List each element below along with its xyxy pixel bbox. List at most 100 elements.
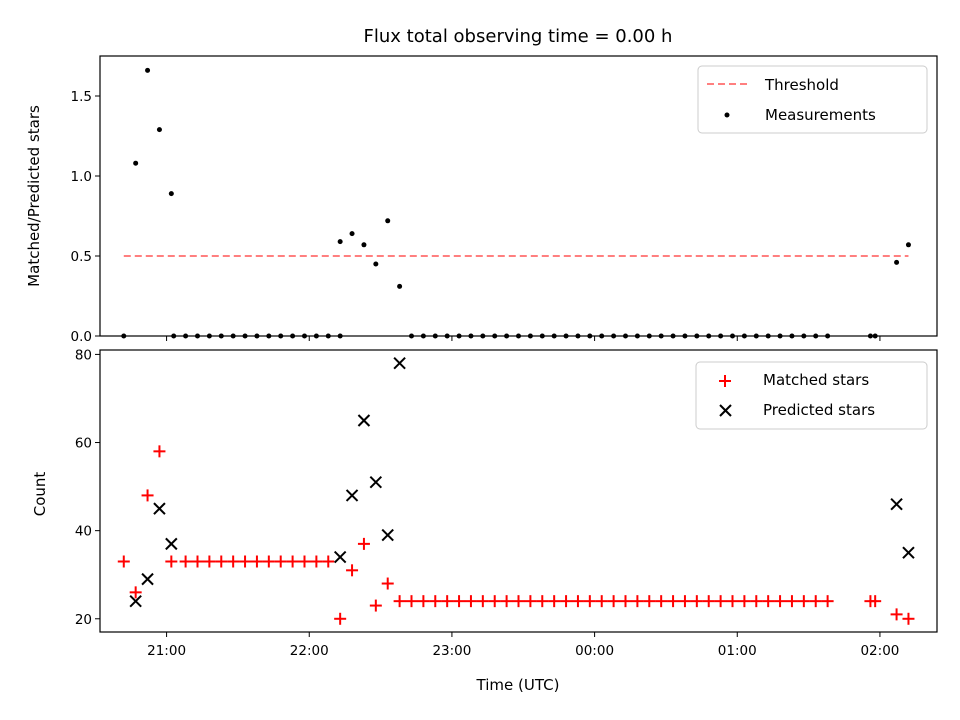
- measurement-point: [905, 242, 911, 248]
- matched-star-point: [595, 595, 608, 608]
- legend-predicted-label: Predicted stars: [763, 401, 875, 419]
- bottom-x-tick-label: 02:00: [860, 643, 899, 659]
- matched-star-point: [821, 595, 834, 608]
- legend-threshold-label: Threshold: [764, 76, 839, 94]
- predicted-star-stroke-b: [381, 528, 394, 542]
- top-panel: 0.0 0.5 1.0 1.5 Matched/Predicted stars Thr…: [25, 55, 938, 345]
- predicted-star-stroke-b: [393, 357, 406, 370]
- measurement-point: [385, 218, 391, 224]
- matched-star-point: [153, 445, 166, 458]
- measurement-point: [156, 127, 162, 133]
- matched-star-point: [809, 595, 822, 608]
- legend-measurements-swatch: [724, 112, 730, 118]
- matched-star-point: [453, 595, 466, 608]
- top-y-ticks: 0.0 0.5 1.0 1.5: [71, 89, 100, 345]
- matched-star-point: [714, 595, 727, 608]
- measurement-point: [373, 261, 379, 267]
- matched-star-point: [762, 595, 775, 608]
- top-y-tick-label: 1.5: [71, 89, 92, 105]
- matched-star-point: [334, 612, 347, 625]
- measurement-point: [337, 239, 343, 245]
- top-legend-box: [697, 65, 928, 134]
- matched-star-point: [869, 595, 882, 608]
- top-legend: Threshold Measurements: [697, 65, 928, 134]
- matched-star-point: [500, 595, 513, 608]
- top-y-tick-label: 0.0: [71, 329, 92, 345]
- matched-star-point: [797, 595, 810, 608]
- top-y-tick-label: 0.5: [71, 249, 92, 265]
- predicted-star-stroke-b: [369, 475, 383, 489]
- predicted-star-stroke-b: [345, 489, 359, 502]
- matched-star-point: [165, 555, 178, 568]
- matched-star-point: [239, 555, 252, 568]
- legend-matched-swatch: [719, 375, 731, 387]
- matched-star-point: [607, 595, 620, 608]
- matched-star-point: [215, 555, 228, 568]
- matched-star-point: [655, 595, 668, 608]
- predicted-star-stroke-b: [890, 498, 903, 511]
- bottom-y-ticks: 20 40 60 80: [75, 347, 100, 628]
- matched-star-point: [476, 595, 489, 608]
- measurement-point: [397, 283, 403, 289]
- legend-measurements-label: Measurements: [765, 106, 876, 124]
- top-axes-frame: [99, 55, 938, 337]
- matched-star-point: [441, 595, 454, 608]
- matched-star-point: [667, 595, 680, 608]
- matched-star-point: [250, 555, 263, 568]
- matched-star-point: [369, 599, 382, 612]
- bottom-y-tick-label: 40: [75, 524, 92, 540]
- predicted-star-stroke-b: [902, 546, 915, 559]
- bottom-y-axis-label: Count: [31, 472, 49, 517]
- predicted-star-point: [369, 475, 383, 489]
- matched-star-point: [429, 595, 442, 608]
- measurement-point: [894, 259, 900, 265]
- matched-star-point: [524, 595, 537, 608]
- bottom-legend-box: [695, 361, 928, 430]
- predicted-star-stroke-b: [129, 594, 142, 608]
- matched-star-point: [405, 595, 418, 608]
- bottom-x-ticks: 21:00 22:00 23:00 00:00 01:00 02:00: [147, 632, 899, 659]
- matched-star-point: [227, 555, 240, 568]
- matched-star-point: [381, 577, 394, 590]
- matched-star-point: [203, 555, 216, 568]
- matched-star-point: [298, 555, 311, 568]
- matched-star-point: [393, 595, 406, 608]
- predicted-star-point: [890, 498, 903, 511]
- measurement-point: [168, 191, 174, 197]
- bottom-x-tick-label: 00:00: [575, 643, 614, 659]
- predicted-star-point: [345, 489, 359, 502]
- matched-star-point: [417, 595, 430, 608]
- matched-star-point: [902, 612, 915, 625]
- bottom-legend: Matched stars Predicted stars: [695, 361, 928, 430]
- matched-star-point: [890, 608, 903, 621]
- bottom-x-tick-label: 21:00: [147, 643, 186, 659]
- matched-star-point: [571, 595, 584, 608]
- bottom-panel: 21:00 22:00 23:00 00:00 01:00 02:00 20406080 …: [31, 347, 938, 694]
- matched-star-point: [357, 537, 370, 550]
- matched-star-point: [536, 595, 549, 608]
- bottom-x-tick-label: 01:00: [718, 643, 757, 659]
- legend-matched-label: Matched stars: [763, 371, 869, 389]
- legend-predicted-swatch: [719, 404, 732, 417]
- matched-star-point: [310, 555, 323, 568]
- predicted-star-point: [141, 572, 154, 586]
- matched-star-point: [141, 489, 154, 502]
- matched-star-point: [346, 564, 359, 577]
- predicted-star-point: [129, 594, 142, 608]
- bottom-axes-frame: [99, 349, 938, 633]
- predicted-star-point: [902, 546, 915, 559]
- top-y-axis-label: Matched/Predicted stars: [25, 105, 43, 287]
- predicted-star-stroke-b: [165, 537, 178, 551]
- bottom-x-tick-label: 22:00: [290, 643, 329, 659]
- matched-star-point: [631, 595, 644, 608]
- matched-star-point: [738, 595, 751, 608]
- predicted-star-point: [333, 550, 347, 564]
- predicted-star-point: [357, 414, 371, 427]
- matched-star-point: [117, 555, 130, 568]
- matched-star-point: [322, 555, 335, 568]
- bottom-x-tick-label: 23:00: [432, 643, 471, 659]
- matched-star-point: [702, 595, 715, 608]
- predicted-star-point: [381, 528, 394, 542]
- matched-star-point: [191, 555, 204, 568]
- chart-title: Flux total observing time = 0.00 h: [364, 26, 673, 47]
